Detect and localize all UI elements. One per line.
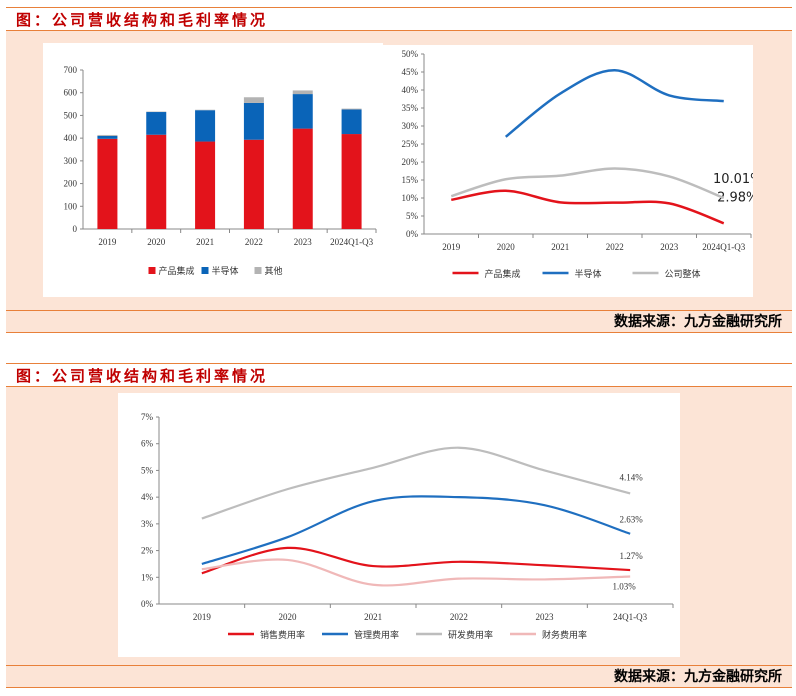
- y-tick-label: 5%: [141, 465, 154, 475]
- y-tick-label: 25%: [402, 139, 419, 149]
- y-tick-label: 5%: [406, 211, 419, 221]
- expense-ratio-line-chart: 0% 1% 2% 3% 4% 5% 6% 7% 2019 2020 2021 2022 2023 24Q1…: [118, 393, 680, 657]
- bar-segment: [243, 139, 264, 229]
- x-tick-label: 2021: [364, 612, 382, 622]
- y-tick-label: 600: [64, 88, 78, 98]
- y-tick-label: 45%: [402, 67, 419, 77]
- bar-segment: [195, 110, 216, 142]
- x-tick-label: 2020: [497, 242, 516, 252]
- figure-section-2: 图：公司营收结构和毛利率情况 0% 1% 2% 3% 4% 5% 6% 7% 2019 2020 2…: [6, 363, 792, 690]
- y-tick-label: 40%: [402, 85, 419, 95]
- bar-segment: [341, 109, 362, 135]
- y-tick-label: 50%: [402, 49, 419, 59]
- legend-label: 产品集成: [159, 265, 195, 277]
- x-tick-label: 2022: [606, 242, 624, 252]
- bar-segment: [97, 134, 118, 136]
- data-label: 2.98%: [717, 190, 753, 205]
- legend-label: 财务费用率: [542, 629, 587, 641]
- y-tick-label: 200: [64, 179, 78, 189]
- figure-title: 图：公司营收结构和毛利率情况: [6, 7, 792, 31]
- x-tick-label: 2023: [660, 242, 679, 252]
- y-tick-label: 400: [64, 133, 78, 143]
- bar-segment: [146, 134, 167, 229]
- y-tick-label: 3%: [141, 519, 154, 529]
- legend-swatch: [201, 267, 209, 274]
- x-tick-label: 2020: [279, 612, 298, 622]
- figure-source: 数据来源：九方金融研究所: [6, 310, 792, 333]
- data-label: 10.01%: [713, 172, 753, 187]
- legend-label: 管理费用率: [354, 629, 399, 641]
- x-tick-label: 2022: [450, 612, 468, 622]
- bar-segment: [146, 112, 167, 135]
- y-tick-label: 1%: [141, 572, 154, 582]
- bar-segment: [341, 134, 362, 229]
- y-tick-label: 0%: [141, 599, 154, 609]
- data-label: 4.14%: [620, 472, 644, 482]
- figure-body: 0% 1% 2% 3% 4% 5% 6% 7% 2019 2020 2021 2022 2023 24Q1…: [6, 387, 792, 666]
- bar-segment: [243, 97, 264, 103]
- legend-label: 研发费用率: [448, 629, 493, 641]
- series-line: [450, 167, 725, 200]
- figure-body: 0 100 200 300 400 500 600 700 2019 2020 2021 2022 20…: [6, 31, 792, 311]
- y-tick-label: 20%: [402, 157, 419, 167]
- bar-segment: [292, 128, 313, 229]
- y-tick-label: 500: [64, 110, 78, 120]
- legend-swatch: [254, 267, 262, 274]
- x-tick-label: 2023: [536, 612, 555, 622]
- bar-segment: [341, 108, 362, 110]
- figure-section-1: 图：公司营收结构和毛利率情况 0 100 200 300 400 500 600 700 201…: [6, 7, 792, 334]
- gross-margin-line-chart: 0% 5% 10% 15% 20% 25% 30% 35% 40% 45% 50% 2019 2020 2…: [383, 45, 753, 297]
- series-line: [201, 546, 631, 575]
- x-tick-label: 2022: [245, 237, 263, 247]
- y-tick-label: 300: [64, 156, 78, 166]
- series-line: [451, 189, 725, 225]
- y-tick-label: 7%: [141, 412, 154, 422]
- x-tick-label: 2023: [294, 237, 313, 247]
- series-line: [504, 68, 724, 138]
- x-tick-label: 2024Q1-Q3: [330, 237, 373, 247]
- y-tick-label: 2%: [141, 546, 154, 556]
- bar-segment: [243, 102, 264, 140]
- y-tick-label: 100: [64, 201, 78, 211]
- bar-segment: [292, 90, 313, 95]
- legend-label: 产品集成: [485, 268, 521, 280]
- bar-segment: [97, 135, 118, 139]
- series-line: [201, 446, 631, 520]
- legend-label: 其他: [265, 265, 283, 277]
- legend-label: 公司整体: [665, 268, 701, 280]
- y-tick-label: 0%: [406, 229, 419, 239]
- x-tick-label: 2019: [442, 242, 461, 252]
- bar-segment: [292, 94, 313, 129]
- y-tick-label: 15%: [402, 175, 419, 185]
- data-label: 1.03%: [613, 581, 637, 591]
- x-tick-label: 2020: [147, 237, 166, 247]
- y-tick-label: 35%: [402, 103, 419, 113]
- x-tick-label: 2024Q1-Q3: [702, 242, 745, 252]
- y-tick-label: 700: [64, 65, 78, 75]
- x-tick-label: 24Q1-Q3: [613, 612, 647, 622]
- revenue-bar-chart: 0 100 200 300 400 500 600 700 2019 2020 2021 2022 20…: [43, 43, 383, 297]
- x-tick-label: 2021: [551, 242, 569, 252]
- data-label: 2.63%: [620, 515, 644, 525]
- y-tick-label: 0: [73, 224, 78, 234]
- legend-swatch: [148, 267, 156, 274]
- y-tick-label: 6%: [141, 439, 154, 449]
- series-line: [201, 558, 631, 587]
- legend-label: 半导体: [575, 268, 602, 280]
- data-label: 1.27%: [620, 551, 644, 561]
- bar-segment: [97, 138, 118, 229]
- figure-title: 图：公司营收结构和毛利率情况: [6, 363, 792, 387]
- y-tick-label: 4%: [141, 492, 154, 502]
- legend-label: 半导体: [212, 265, 239, 277]
- x-tick-label: 2021: [196, 237, 214, 247]
- legend-label: 销售费用率: [260, 629, 305, 641]
- x-tick-label: 2019: [98, 237, 117, 247]
- x-tick-label: 2019: [193, 612, 212, 622]
- y-tick-label: 10%: [402, 193, 419, 203]
- bar-segment: [195, 141, 216, 229]
- series-line: [201, 495, 631, 565]
- y-tick-label: 30%: [402, 121, 419, 131]
- figure-source: 数据来源：九方金融研究所: [6, 665, 792, 688]
